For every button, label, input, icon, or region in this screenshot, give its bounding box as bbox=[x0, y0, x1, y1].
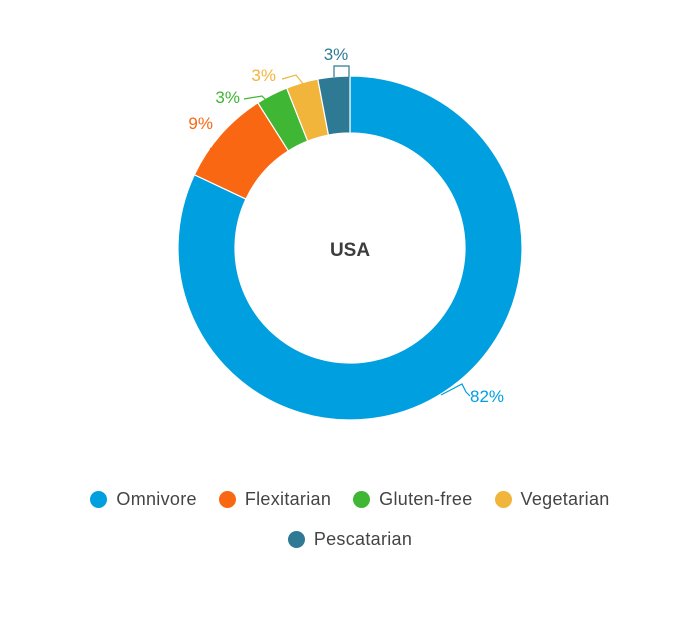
leader-vegetarian bbox=[281, 74, 305, 86]
legend-dot-flexitarian bbox=[218, 491, 236, 508]
slice-labels: 82%9%3%3%3% bbox=[188, 45, 504, 406]
center-label: USA bbox=[330, 240, 370, 261]
slice-omnivore bbox=[177, 75, 523, 421]
legend-label-pescatarian: Pescatarian bbox=[313, 529, 413, 549]
legend-item-vegetarian[interactable]: Vegetarian bbox=[494, 489, 610, 510]
legend-label-flexitarian: Flexitarian bbox=[244, 489, 332, 509]
donut-chart: 82%9%3%3%3% USA bbox=[177, 45, 523, 421]
slice-label-vegetarian: 3% bbox=[251, 66, 276, 85]
leader-pescatarian bbox=[333, 65, 350, 77]
leader-gluten-free bbox=[243, 95, 271, 105]
slice-label-flexitarian: 9% bbox=[188, 114, 213, 133]
donut-slices bbox=[177, 75, 523, 421]
slice-label-pescatarian: 3% bbox=[324, 45, 349, 64]
legend-dot-omnivore bbox=[90, 491, 108, 508]
legend-label-gluten-free: Gluten-free bbox=[379, 489, 473, 509]
legend-item-flexitarian[interactable]: Flexitarian bbox=[218, 489, 332, 510]
slice-label-gluten-free: 3% bbox=[215, 88, 240, 107]
label-leaders bbox=[209, 65, 471, 397]
slice-label-omnivore: 82% bbox=[470, 387, 504, 406]
legend-dot-vegetarian bbox=[494, 491, 512, 508]
legend-dot-pescatarian bbox=[287, 531, 305, 548]
legend-label-omnivore: Omnivore bbox=[116, 489, 197, 509]
legend-item-gluten-free[interactable]: Gluten-free bbox=[353, 489, 472, 510]
legend-item-pescatarian[interactable]: Pescatarian bbox=[287, 529, 413, 550]
legend-dot-gluten-free bbox=[353, 491, 371, 508]
leader-flexitarian bbox=[209, 147, 225, 163]
legend-label-vegetarian: Vegetarian bbox=[520, 489, 610, 509]
slice-pescatarian bbox=[317, 75, 351, 136]
legend-row-2: Pescatarian bbox=[0, 529, 700, 550]
legend-row-1: Omnivore Flexitarian Gluten-free Vegetar… bbox=[0, 489, 700, 510]
legend-item-omnivore[interactable]: Omnivore bbox=[90, 489, 197, 510]
leader-omnivore bbox=[440, 383, 471, 397]
